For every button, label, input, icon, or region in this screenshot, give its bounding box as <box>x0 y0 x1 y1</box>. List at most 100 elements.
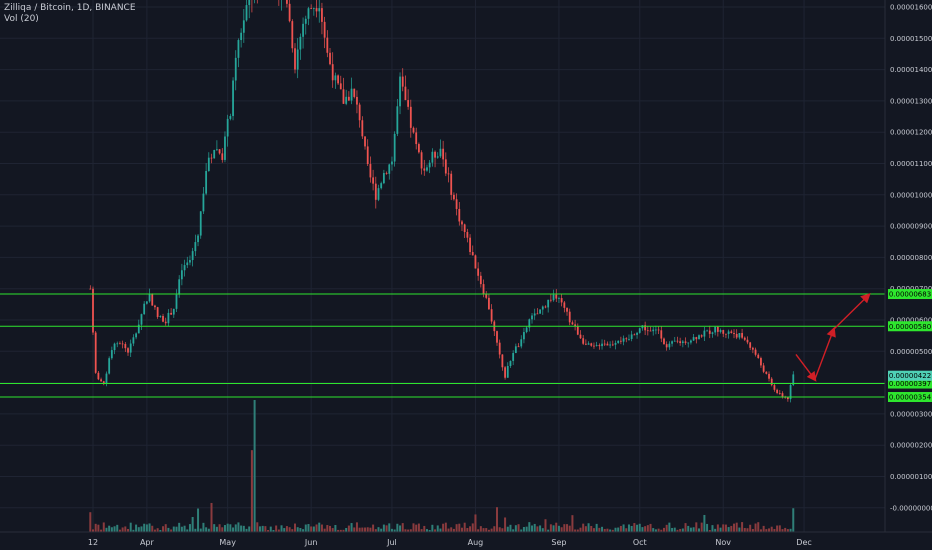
volume-bar <box>452 528 455 532</box>
volume-bar <box>679 528 682 532</box>
candle-body <box>477 268 480 276</box>
candle-body <box>703 330 706 337</box>
volume-bar <box>660 529 663 532</box>
candle-body <box>598 345 601 347</box>
candle-body <box>385 173 388 174</box>
volume-bar <box>490 528 493 532</box>
candle-body <box>622 338 625 342</box>
volume-bar <box>762 525 765 532</box>
volume-bar <box>646 525 649 532</box>
candle-body <box>523 332 525 340</box>
volume-bar <box>358 527 361 532</box>
volume-bar <box>210 502 213 532</box>
projection-arrow <box>795 354 817 382</box>
candle-body <box>727 331 730 334</box>
volume-bar <box>191 516 194 532</box>
volume-bar <box>560 527 563 532</box>
volume-bar <box>633 523 636 532</box>
candle-body <box>773 385 776 390</box>
horizontal-levels[interactable] <box>0 293 885 398</box>
volume-bar <box>97 524 100 532</box>
candle-body <box>568 311 571 323</box>
volume-bar <box>407 529 410 532</box>
volume-bar <box>137 527 140 532</box>
volume-bar <box>353 527 356 532</box>
candle-body <box>113 343 116 351</box>
candle-body <box>431 151 434 163</box>
volume-bar <box>272 529 275 532</box>
candle-body <box>504 367 506 378</box>
candle-body <box>453 194 455 200</box>
candle-body <box>679 341 682 344</box>
time-axis[interactable]: 12 Apr May Jun Jul Aug Sep Oct Nov Dec <box>88 538 812 547</box>
volume-bar <box>458 523 461 532</box>
volume-bar <box>229 524 232 532</box>
volume-bar <box>544 519 547 532</box>
candle-body <box>116 343 119 345</box>
candle-body <box>584 343 587 345</box>
time-tick-label: Apr <box>140 538 155 547</box>
candle-body <box>237 40 240 58</box>
level-label-bg <box>888 378 932 389</box>
candle-body <box>229 116 232 119</box>
volume-bar <box>463 522 466 532</box>
candle-body <box>781 393 784 397</box>
volume-bar <box>366 527 369 532</box>
volume-bar <box>676 529 679 532</box>
candle-body <box>676 340 679 342</box>
candle-body <box>143 303 146 315</box>
volume-bar <box>668 522 671 532</box>
candle-body <box>512 353 515 361</box>
candle-body <box>224 136 226 160</box>
candle-body <box>442 148 445 160</box>
volume-bar <box>727 527 730 532</box>
volume-bar <box>213 524 216 532</box>
candle-body <box>700 335 703 337</box>
volume-bar <box>380 528 383 532</box>
candle-body <box>611 344 614 346</box>
candle-body <box>665 344 668 348</box>
volume-bar <box>493 526 496 532</box>
price-axis[interactable]: 0.00001600 0.00001500 0.00001400 0.00001300… <box>890 4 932 513</box>
symbol-title[interactable]: Zilliqa / Bitcoin, 1D, BINANCE <box>4 3 136 13</box>
volume-bar <box>164 524 167 532</box>
volume-bar <box>207 528 210 532</box>
volume-bar <box>350 523 353 532</box>
volume-bar <box>533 523 536 532</box>
volume-bar <box>377 527 380 532</box>
volume-bar <box>178 522 181 532</box>
volume-bar <box>579 527 582 532</box>
volume-bar <box>385 525 388 532</box>
volume-bar <box>719 527 722 532</box>
candle-body <box>531 315 533 320</box>
volume-bar <box>773 528 776 532</box>
candle-body <box>100 379 102 382</box>
candle-body <box>603 343 606 345</box>
volume-bar <box>329 525 332 532</box>
time-tick-label: Nov <box>715 538 731 547</box>
volume-bar <box>759 529 762 532</box>
volume-bar <box>285 526 288 532</box>
volume-bar <box>733 523 736 532</box>
volume-bar <box>447 528 450 532</box>
volume-bar <box>768 528 771 532</box>
volume-bar <box>129 522 132 532</box>
candle-body <box>582 338 585 344</box>
volume-bar <box>302 529 305 532</box>
candle-body <box>401 76 404 87</box>
volume-bar <box>673 527 676 532</box>
projection-arrows[interactable] <box>795 292 871 382</box>
candle-body <box>673 340 676 342</box>
candle-body <box>108 358 111 374</box>
candle-body <box>110 350 113 359</box>
candle-body <box>366 146 369 165</box>
candle-body <box>636 332 638 335</box>
volume-bar <box>404 529 407 532</box>
volume-bar <box>531 525 534 532</box>
candle-body <box>722 330 725 334</box>
volume-indicator-label[interactable]: Vol (20) <box>4 14 39 24</box>
candle-body <box>215 149 218 151</box>
candle-body <box>628 338 630 340</box>
candle-body <box>660 330 663 339</box>
